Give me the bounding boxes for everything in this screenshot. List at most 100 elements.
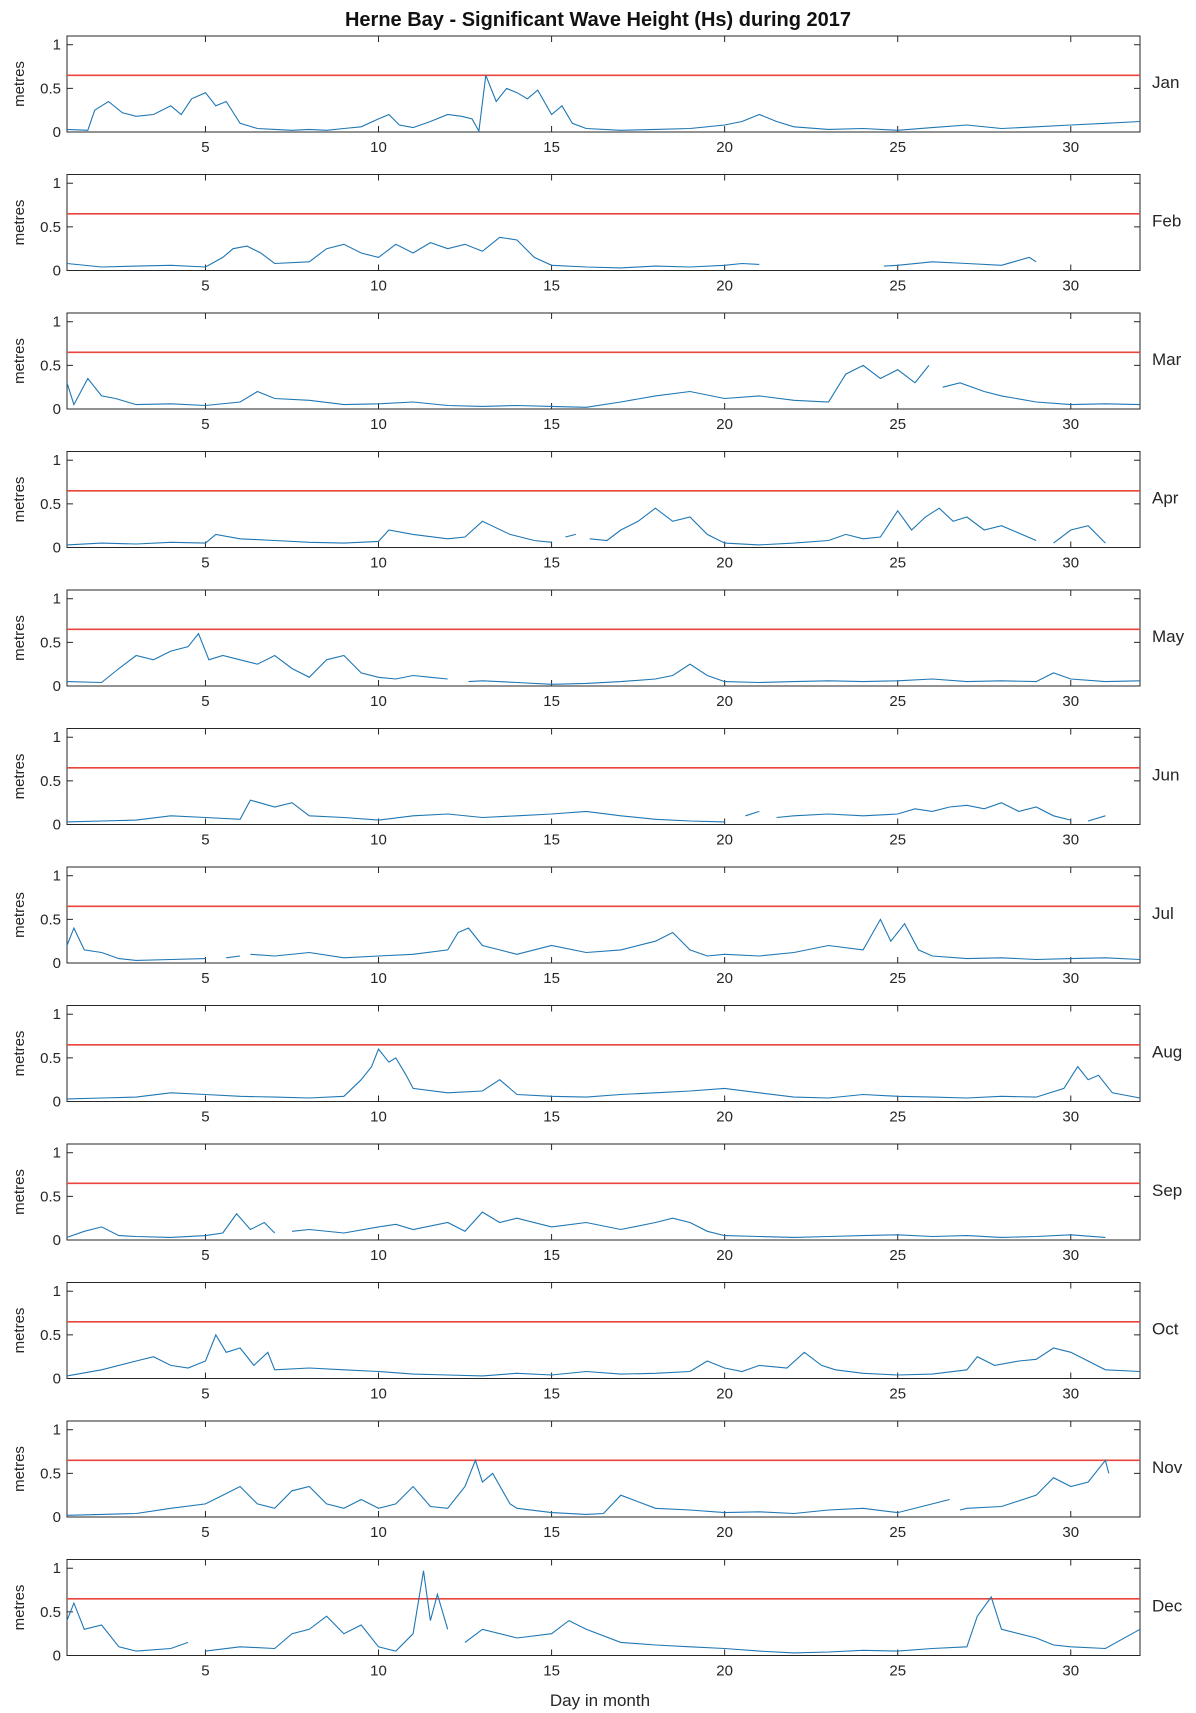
y-axis-label: metres (11, 1031, 28, 1077)
x-tick-label: 30 (1062, 970, 1079, 987)
y-tick-label: 0 (53, 955, 61, 972)
wave-height-series (66, 1570, 1141, 1654)
chart-title: Herne Bay - Significant Wave Height (Hs)… (345, 9, 851, 31)
plot-frame (66, 1282, 1141, 1379)
month-label: Jul (1152, 904, 1174, 923)
x-tick-label: 15 (543, 832, 560, 849)
month-label: Sep (1152, 1181, 1182, 1200)
x-tick-label: 25 (889, 1109, 906, 1126)
y-tick-label: 0.5 (40, 911, 61, 928)
x-tick-label: 10 (370, 416, 387, 433)
plot-frame (66, 312, 1141, 410)
x-tick-label: 20 (716, 832, 733, 849)
x-tick-label: 30 (1062, 278, 1079, 295)
y-tick-label: 0 (53, 1094, 61, 1111)
x-tick-label: 10 (370, 1524, 387, 1541)
y-axis-label: metres (11, 1446, 28, 1492)
x-tick-label: 30 (1062, 139, 1079, 156)
y-tick-label: 0.5 (40, 773, 61, 790)
x-tick-label: 5 (201, 1109, 209, 1126)
x-tick-label: 10 (370, 1663, 387, 1680)
y-axis-label: metres (11, 61, 28, 107)
wave-height-series (66, 1048, 1141, 1100)
x-axis-label: Day in month (550, 1691, 650, 1710)
x-tick-label: 15 (543, 970, 560, 987)
y-axis-label: metres (11, 1585, 28, 1631)
plot-frame (66, 451, 1141, 548)
y-axis-label: metres (11, 200, 28, 246)
month-label: Dec (1152, 1597, 1183, 1616)
y-tick-label: 1 (53, 868, 61, 885)
x-tick-label: 30 (1062, 1109, 1079, 1126)
y-axis-label: metres (11, 338, 28, 384)
x-tick-label: 20 (716, 970, 733, 987)
month-label: Apr (1152, 489, 1179, 508)
x-tick-label: 20 (716, 416, 733, 433)
x-tick-label: 30 (1062, 1663, 1079, 1680)
x-tick-label: 10 (370, 832, 387, 849)
y-tick-label: 1 (53, 1422, 61, 1439)
y-tick-label: 0 (53, 401, 61, 418)
month-label: Jan (1152, 73, 1179, 92)
y-axis-label: metres (11, 892, 28, 938)
wave-height-series (66, 799, 1106, 823)
x-tick-label: 15 (543, 1109, 560, 1126)
x-tick-label: 15 (543, 1524, 560, 1541)
x-tick-label: 20 (716, 139, 733, 156)
x-tick-label: 15 (543, 139, 560, 156)
wave-height-series (66, 236, 1037, 269)
month-label: Aug (1152, 1043, 1182, 1062)
x-tick-label: 5 (201, 970, 209, 987)
x-tick-label: 30 (1062, 1386, 1079, 1403)
y-axis-label: metres (11, 477, 28, 523)
x-tick-label: 20 (716, 1109, 733, 1126)
x-tick-label: 30 (1062, 693, 1079, 710)
x-tick-label: 20 (716, 693, 733, 710)
x-tick-label: 10 (370, 693, 387, 710)
y-tick-label: 0 (53, 1648, 61, 1665)
wave-height-series (66, 75, 1141, 133)
plot-frame (66, 589, 1141, 687)
x-tick-label: 5 (201, 1247, 209, 1264)
wave-height-series (66, 918, 1141, 961)
y-tick-label: 1 (53, 452, 61, 469)
x-tick-label: 30 (1062, 555, 1079, 572)
y-tick-label: 0 (53, 1509, 61, 1526)
y-axis-label: metres (11, 615, 28, 661)
x-tick-label: 20 (716, 1524, 733, 1541)
month-label: Nov (1152, 1458, 1183, 1477)
x-tick-label: 10 (370, 970, 387, 987)
y-tick-label: 1 (53, 1145, 61, 1162)
y-tick-label: 0 (53, 1371, 61, 1388)
y-tick-label: 0.5 (40, 357, 61, 374)
x-tick-label: 25 (889, 832, 906, 849)
x-tick-label: 10 (370, 1386, 387, 1403)
x-tick-label: 30 (1062, 416, 1079, 433)
x-tick-label: 5 (201, 1386, 209, 1403)
y-axis-label: metres (11, 754, 28, 800)
x-tick-label: 15 (543, 1247, 560, 1264)
y-tick-label: 0 (53, 817, 61, 834)
plot-frame (66, 866, 1141, 964)
x-tick-label: 15 (543, 278, 560, 295)
x-tick-label: 15 (543, 416, 560, 433)
x-tick-label: 25 (889, 1386, 906, 1403)
x-tick-label: 5 (201, 416, 209, 433)
wave-height-series (66, 364, 1141, 408)
y-tick-label: 0.5 (40, 1188, 61, 1205)
x-tick-label: 5 (201, 1663, 209, 1680)
x-tick-label: 5 (201, 1524, 209, 1541)
y-tick-label: 0 (53, 678, 61, 695)
wave-height-series (66, 1211, 1106, 1238)
x-tick-label: 25 (889, 555, 906, 572)
y-tick-label: 1 (53, 591, 61, 608)
x-tick-label: 30 (1062, 1247, 1079, 1264)
plot-frame (66, 174, 1141, 271)
